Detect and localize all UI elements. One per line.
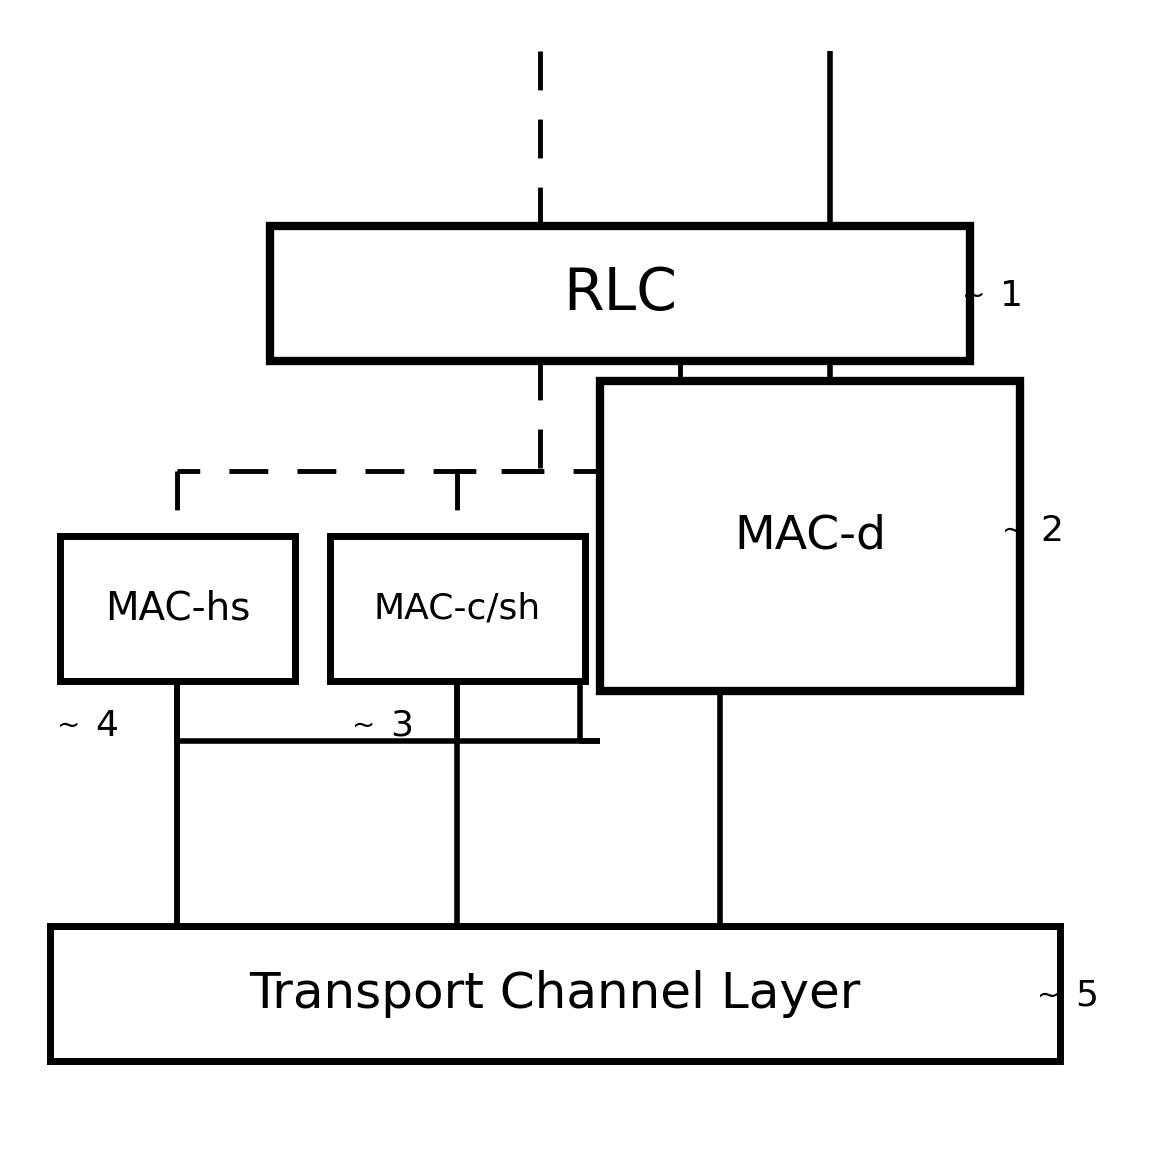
Text: 1: 1 [1000, 279, 1023, 313]
Bar [50, 926, 1059, 1061]
Text: ~: ~ [1037, 982, 1061, 1011]
Text: 4: 4 [95, 708, 117, 744]
Text: MAC-c/sh: MAC-c/sh [373, 591, 541, 625]
Text: ~: ~ [1003, 518, 1026, 545]
Text: MAC-d: MAC-d [734, 514, 886, 559]
Bar [60, 536, 295, 682]
Bar [600, 381, 1020, 691]
Bar [330, 536, 585, 682]
Text: 2: 2 [1040, 514, 1063, 548]
Text: ~: ~ [352, 712, 376, 740]
Text: ~: ~ [962, 282, 985, 310]
Bar [270, 226, 970, 361]
Text: ~: ~ [57, 712, 80, 740]
Text: RLC: RLC [563, 265, 677, 322]
Text: MAC-hs: MAC-hs [105, 589, 250, 628]
Text: 3: 3 [390, 708, 413, 744]
Text: Transport Channel Layer: Transport Channel Layer [249, 970, 861, 1018]
Text: 5: 5 [1075, 979, 1098, 1013]
